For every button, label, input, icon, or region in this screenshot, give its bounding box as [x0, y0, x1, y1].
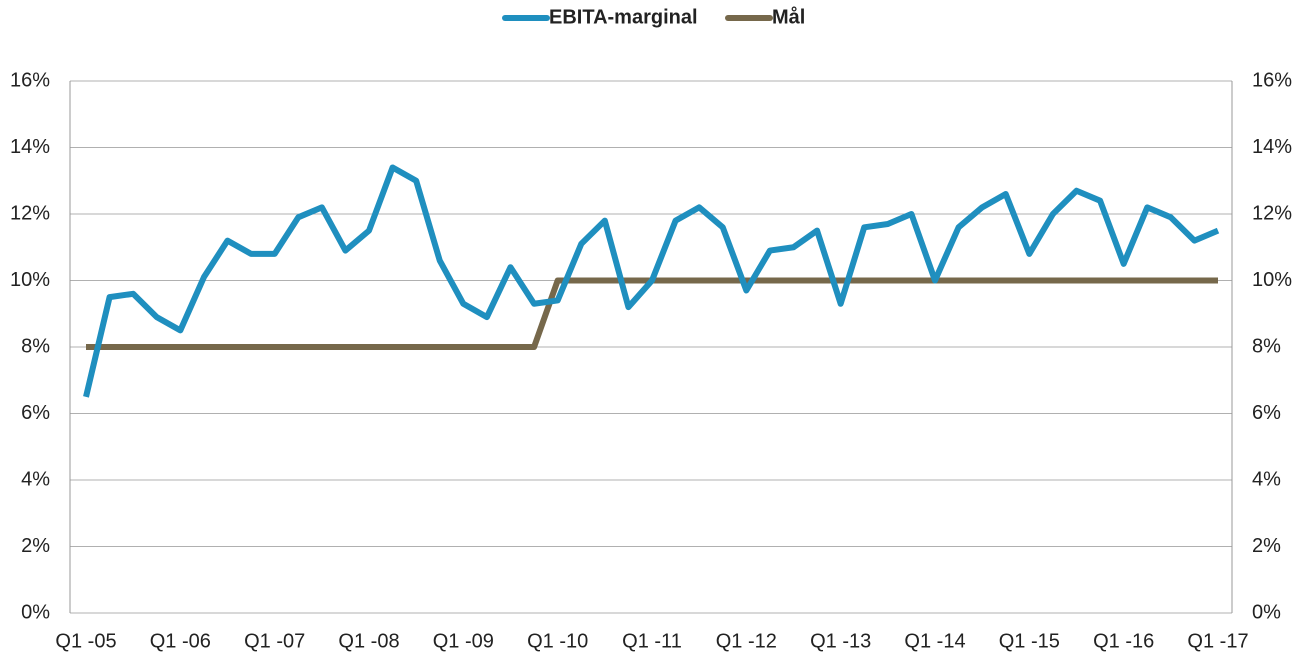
x-tick-label: Q1 -06 — [150, 630, 211, 652]
y-tick-label: 6% — [21, 402, 50, 424]
x-tick-label: Q1 -15 — [999, 630, 1060, 652]
y2-tick-label: 16% — [1252, 69, 1292, 91]
x-tick-label: Q1 -10 — [527, 630, 588, 652]
x-tick-label: Q1 -16 — [1093, 630, 1154, 652]
x-tick-label: Q1 -08 — [338, 630, 399, 652]
legend-label: Mål — [772, 5, 805, 28]
y-tick-label: 8% — [21, 335, 50, 357]
x-tick-label: Q1 -09 — [433, 630, 494, 652]
y2-tick-label: 12% — [1252, 202, 1292, 224]
y2-tick-label: 14% — [1252, 136, 1292, 158]
x-tick-label: Q1 -07 — [244, 630, 305, 652]
y-tick-label: 16% — [10, 69, 50, 91]
y2-tick-label: 8% — [1252, 335, 1281, 357]
x-tick-label: Q1 -12 — [716, 630, 777, 652]
y-tick-label: 2% — [21, 535, 50, 557]
series-line — [86, 277, 1218, 350]
x-tick-label: Q1 -13 — [810, 630, 871, 652]
legend-label: EBITA-marginal — [549, 6, 698, 28]
y-tick-label: 10% — [10, 269, 50, 291]
y2-tick-label: 10% — [1252, 269, 1292, 291]
x-tick-label: Q1 -05 — [55, 630, 116, 652]
series-line — [83, 164, 1220, 398]
y2-tick-label: 2% — [1252, 535, 1281, 557]
y2-tick-label: 0% — [1252, 601, 1281, 623]
y-tick-label: 12% — [10, 202, 50, 224]
y2-tick-label: 6% — [1252, 402, 1281, 424]
y-tick-label: 14% — [10, 136, 50, 158]
x-tick-label: Q1 -11 — [622, 630, 682, 652]
y-tick-label: 0% — [21, 601, 50, 623]
y2-tick-label: 4% — [1252, 468, 1281, 490]
x-tick-label: Q1 -14 — [904, 630, 965, 652]
x-tick-label: Q1 -17 — [1187, 630, 1248, 652]
y-tick-label: 4% — [21, 468, 50, 490]
